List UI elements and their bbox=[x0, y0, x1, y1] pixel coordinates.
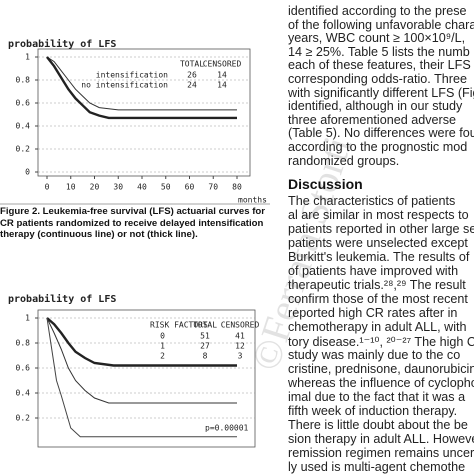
x-tick-label: 0 bbox=[45, 183, 50, 192]
section-heading: Discussion bbox=[288, 176, 363, 192]
x-tick-label: 80 bbox=[232, 183, 242, 192]
x-tick-label: 30 bbox=[113, 183, 123, 192]
x-tick-label: 40 bbox=[137, 183, 147, 192]
text-line: years, WBC count ≥ 100×10⁹/L, bbox=[288, 31, 466, 46]
y-tick-label: 0.8 bbox=[16, 76, 31, 85]
text-line: remission regimen remains uncert bbox=[288, 446, 474, 460]
text-line: patients reported in other large se bbox=[288, 222, 474, 236]
text-line: reported high CR rates after in bbox=[288, 306, 458, 320]
annotation: p=0.00001 bbox=[205, 424, 249, 433]
text-line: three aforementioned adverse bbox=[288, 112, 457, 127]
caption-line: Figure 2. Leukemia-free survival (LFS) a… bbox=[0, 206, 265, 217]
text-line: with significantly different LFS (Fig bbox=[288, 85, 474, 100]
text-line: sion therapy in adult ALL. However bbox=[288, 432, 474, 446]
text-line: whereas the influence of cyclophos bbox=[288, 376, 474, 390]
legend-censored: 14 bbox=[217, 81, 227, 90]
text-line: imal due to the fact that it was a bbox=[288, 390, 466, 404]
legend-entry: 1 bbox=[160, 342, 165, 351]
text-line: fifth week of induction therapy. bbox=[288, 404, 458, 418]
survival-curve bbox=[46, 317, 237, 404]
y-tick-label: 0.8 bbox=[16, 339, 31, 348]
caption-line: therapy (continuous line) or not (thick … bbox=[0, 229, 198, 240]
text-line: study was mainly due to the co bbox=[288, 348, 461, 362]
legend-header: CENSORED bbox=[221, 321, 260, 330]
text-line: 14 ≥ 25%. Table 5 lists the numb bbox=[288, 44, 470, 59]
text-line: al are similar in most respects to bbox=[288, 208, 469, 222]
text-line: patients were unselected except bbox=[288, 236, 468, 250]
y-tick-label: 0.6 bbox=[16, 364, 31, 373]
legend-total: 27 bbox=[200, 342, 210, 351]
caption-line: CR patients randomized to receive delaye… bbox=[0, 217, 264, 229]
text-line: according to the prognostic mod bbox=[288, 140, 468, 154]
survival-curve bbox=[46, 56, 237, 120]
y-axis-label: probability of LFS bbox=[8, 293, 116, 305]
legend-total: 24 bbox=[187, 81, 197, 90]
y-tick-label: 0.4 bbox=[16, 122, 31, 131]
legend-entry: 0 bbox=[160, 332, 165, 341]
survival-curve bbox=[46, 56, 237, 111]
text-line: tory disease.¹⁻¹⁰, ²⁰⁻²⁷ The high CR bbox=[288, 335, 474, 349]
y-tick-label: 0 bbox=[25, 168, 30, 177]
text-line: Burkitt's leukemia. The results of bbox=[288, 250, 470, 264]
legend-censored: 41 bbox=[235, 332, 245, 341]
text-line: identified according to the prese bbox=[288, 4, 467, 18]
survival-curve bbox=[46, 317, 237, 367]
x-tick-label: 50 bbox=[161, 183, 171, 192]
x-tick-label: 20 bbox=[90, 183, 100, 192]
x-axis-label: months bbox=[238, 196, 267, 205]
legend-total: 8 bbox=[203, 352, 208, 361]
legend-censored: 12 bbox=[235, 342, 245, 351]
text-line: cristine, prednisone, daunorubicin bbox=[288, 362, 474, 376]
text-line: There is little doubt about the be bbox=[288, 418, 468, 432]
legend-entry: no intensification bbox=[81, 81, 168, 90]
y-tick-label: 1 bbox=[25, 53, 30, 62]
x-tick-label: 70 bbox=[208, 183, 218, 192]
legend-entry: intensification bbox=[96, 71, 168, 80]
legend-censored: 3 bbox=[238, 352, 243, 361]
plot-frame bbox=[37, 48, 251, 177]
legend-header: TOTAL bbox=[193, 321, 217, 330]
text-line: each of these features, their LFS bbox=[288, 58, 471, 73]
y-tick-label: 0.6 bbox=[16, 99, 31, 108]
survival-curve bbox=[46, 317, 237, 438]
text-line: chemotherapy in adult ALL, with bbox=[288, 320, 467, 334]
legend-header: TOTAL bbox=[180, 60, 204, 69]
legend-header: CENSORED bbox=[203, 60, 242, 69]
x-tick-label: 10 bbox=[66, 183, 76, 192]
y-tick-label: 0.4 bbox=[16, 389, 31, 398]
legend-total: 51 bbox=[200, 332, 210, 341]
legend-censored: 14 bbox=[217, 71, 227, 80]
text-line: (Table 5). No differences were fou bbox=[288, 126, 474, 141]
text-line: randomized groups. bbox=[288, 153, 400, 168]
y-tick-label: 0.2 bbox=[16, 145, 31, 154]
legend-total: 26 bbox=[187, 71, 197, 80]
y-tick-label: 0.2 bbox=[16, 414, 31, 423]
legend-title: RISK FACTORS bbox=[150, 321, 208, 330]
text-line: The characteristics of patients bbox=[288, 194, 456, 208]
legend-entry: 2 bbox=[160, 352, 165, 361]
text-line: of patients have improved with bbox=[288, 264, 459, 278]
text-line: identified, although in our study bbox=[288, 99, 463, 114]
text-line: corresponding odds-ratio. Three bbox=[288, 72, 467, 86]
text-line: therapeutic trials.²⁸,²⁹ The result bbox=[288, 278, 466, 292]
text-line: of the following unfavorable chara bbox=[288, 17, 474, 32]
x-tick-label: 60 bbox=[185, 183, 195, 192]
y-axis-label: probability of LFS bbox=[8, 38, 116, 50]
text-line: confirm those of the most recent bbox=[288, 292, 468, 306]
text-line: ly used is multi-agent chemothe bbox=[288, 460, 466, 474]
plot-frame bbox=[37, 309, 256, 448]
y-tick-label: 1 bbox=[25, 314, 30, 323]
